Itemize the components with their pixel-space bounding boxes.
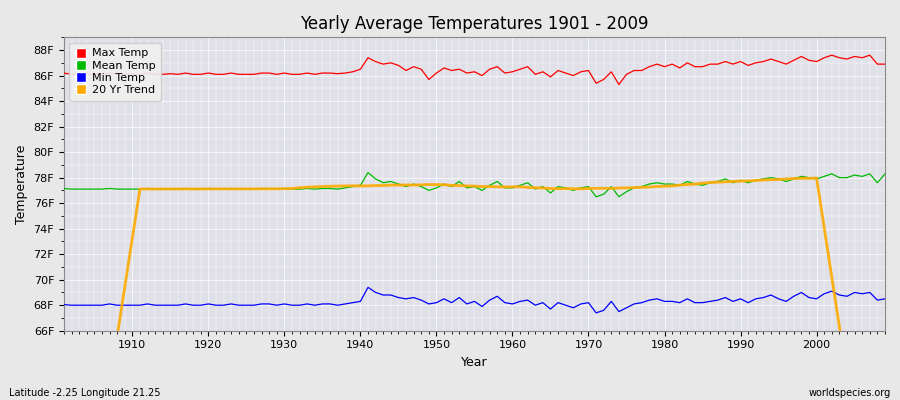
Legend: Max Temp, Mean Temp, Min Temp, 20 Yr Trend: Max Temp, Mean Temp, Min Temp, 20 Yr Tre… [69, 43, 161, 101]
Title: Yearly Average Temperatures 1901 - 2009: Yearly Average Temperatures 1901 - 2009 [301, 15, 649, 33]
X-axis label: Year: Year [461, 356, 488, 369]
Y-axis label: Temperature: Temperature [15, 144, 28, 224]
Text: worldspecies.org: worldspecies.org [809, 388, 891, 398]
Text: Latitude -2.25 Longitude 21.25: Latitude -2.25 Longitude 21.25 [9, 388, 160, 398]
